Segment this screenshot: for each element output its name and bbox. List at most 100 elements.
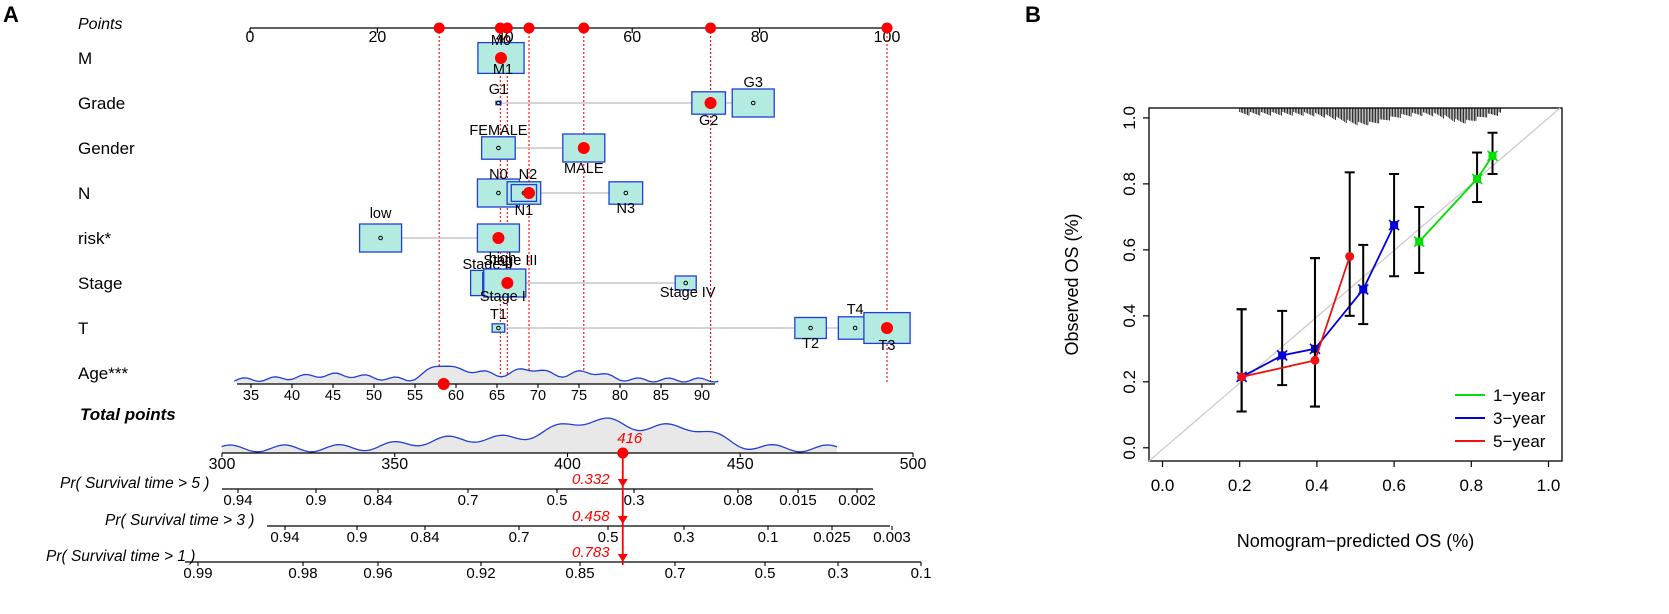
survival-scale-label: Pr( Survival time > 1 ) (46, 548, 195, 565)
selected-point-marker (523, 187, 536, 199)
age-axis-tick-label: 45 (325, 388, 341, 404)
survival-scale-label: Pr( Survival time > 5 ) (60, 475, 209, 492)
total-points-tick-label: 450 (727, 456, 754, 473)
selected-point-marker (501, 277, 514, 289)
level-label: low (370, 206, 392, 222)
level-box (794, 316, 827, 340)
level-label: Stage I (480, 289, 526, 305)
survival-scale-tick-label: 0.08 (723, 492, 752, 509)
survival-scale-tick-label: 0.84 (363, 492, 392, 509)
level-box (608, 181, 644, 205)
y-axis-tick-label: 1.0 (1120, 106, 1139, 130)
selected-point-marker (494, 52, 507, 64)
level-label: Stage IV (660, 285, 716, 301)
total-points-selected-label: 416 (617, 430, 643, 447)
survival-scale-tick-label: 0.94 (270, 529, 299, 546)
series-marker-circle (1345, 251, 1355, 261)
y-axis-label: Observed OS (%) (1062, 213, 1082, 355)
level-label: Stage III (483, 253, 537, 269)
total-points-label: Total points (80, 405, 176, 424)
level-dot (496, 190, 501, 196)
age-density-line (233, 365, 719, 383)
survival-scale-tick-label: 0.3 (624, 492, 645, 509)
age-axis-tick-label: 40 (284, 388, 300, 404)
total-points-tick-label: 400 (554, 456, 581, 473)
points-axis-tick-label: 60 (623, 29, 641, 46)
age-axis-tick-label: 65 (489, 388, 505, 404)
series-line-0 (1418, 155, 1494, 243)
survival-predicted-label: 0.458 (572, 508, 610, 525)
survival-scale-tick-label: 0.3 (674, 529, 695, 546)
level-dot (750, 100, 756, 106)
survival-scale-tick-label: 0.5 (755, 565, 776, 582)
level-box (491, 323, 506, 333)
level-box (480, 136, 516, 160)
series-marker-circle (1237, 372, 1247, 382)
survival-scale-tick-label: 0.7 (458, 492, 479, 509)
series-marker-x (1388, 219, 1400, 231)
variable-label-2: Gender (78, 139, 135, 158)
series-marker-x (1413, 236, 1425, 248)
survival-scale-tick-label: 0.003 (873, 529, 911, 546)
survival-scale-tick-label: 0.92 (466, 565, 495, 582)
survival-scale-tick-label: 0.9 (347, 529, 368, 546)
survival-scale-tick-label: 0.99 (183, 565, 212, 582)
points-axis-tick-label: 0 (246, 29, 255, 46)
total-points-tick-label: 350 (381, 456, 408, 473)
age-density-fill (234, 366, 719, 384)
variable-label-5: Stage (78, 274, 122, 293)
age-axis-tick-label: 90 (694, 388, 710, 404)
x-axis-tick-label: 1.0 (1537, 476, 1561, 495)
series-marker-x (1276, 349, 1288, 361)
level-label: G1 (489, 82, 508, 98)
x-axis-tick-label: 0.0 (1151, 476, 1175, 495)
level-label: G2 (699, 113, 718, 129)
level-dot (496, 325, 501, 331)
level-dot (852, 325, 858, 331)
survival-scale-tick-label: 0.96 (363, 565, 392, 582)
survival-scale-tick-label: 0.1 (911, 565, 932, 582)
level-label: T4 (847, 302, 864, 318)
y-axis-tick-label: 0.6 (1120, 238, 1139, 262)
level-label: high (489, 251, 516, 267)
prediction-arrowhead (617, 479, 628, 487)
level-dot (496, 145, 501, 151)
survival-scale-tick-label: 0.002 (838, 492, 876, 509)
survival-scale-tick-label: 0.94 (223, 492, 252, 509)
survival-predicted-label: 0.332 (572, 471, 610, 488)
legend-label: 1−year (1493, 386, 1546, 405)
points-axis-tick-label: 80 (751, 29, 769, 46)
points-axis-marker (578, 22, 590, 34)
selected-point-marker (881, 322, 893, 334)
survival-scale-tick-label: 0.1 (758, 529, 779, 546)
total-points-tick-label: 300 (209, 456, 236, 473)
variable-label-4: risk* (78, 229, 111, 248)
survival-predicted-label: 0.783 (572, 544, 610, 561)
legend-label: 3−year (1493, 409, 1546, 428)
age-axis-tick-label: 60 (448, 388, 464, 404)
level-label: N1 (515, 203, 534, 219)
level-label: MALE (564, 161, 604, 177)
series-marker-circle (1310, 355, 1320, 365)
survival-scale-tick-label: 0.5 (598, 529, 619, 546)
survival-scale-tick-label: 0.98 (288, 565, 317, 582)
selected-point-marker (492, 232, 505, 244)
age-axis-tick-label: 80 (612, 388, 628, 404)
level-dot (683, 280, 689, 286)
y-axis-tick-label: 0.4 (1120, 304, 1139, 328)
level-dot (378, 235, 383, 241)
total-points-tick-label: 500 (900, 456, 927, 473)
level-label: N2 (519, 167, 538, 183)
panel-label-b: B (1025, 2, 1041, 27)
age-axis-tick-label: 35 (243, 388, 259, 404)
level-label: M0 (491, 33, 511, 49)
survival-scale-tick-label: 0.85 (565, 565, 594, 582)
level-box (358, 223, 403, 253)
survival-scale-tick-label: 0.9 (306, 492, 327, 509)
level-label: FEMALE (469, 123, 527, 139)
total-density-fill (222, 418, 837, 453)
variable-label-1: Grade (78, 94, 125, 113)
level-label: N3 (617, 201, 636, 217)
